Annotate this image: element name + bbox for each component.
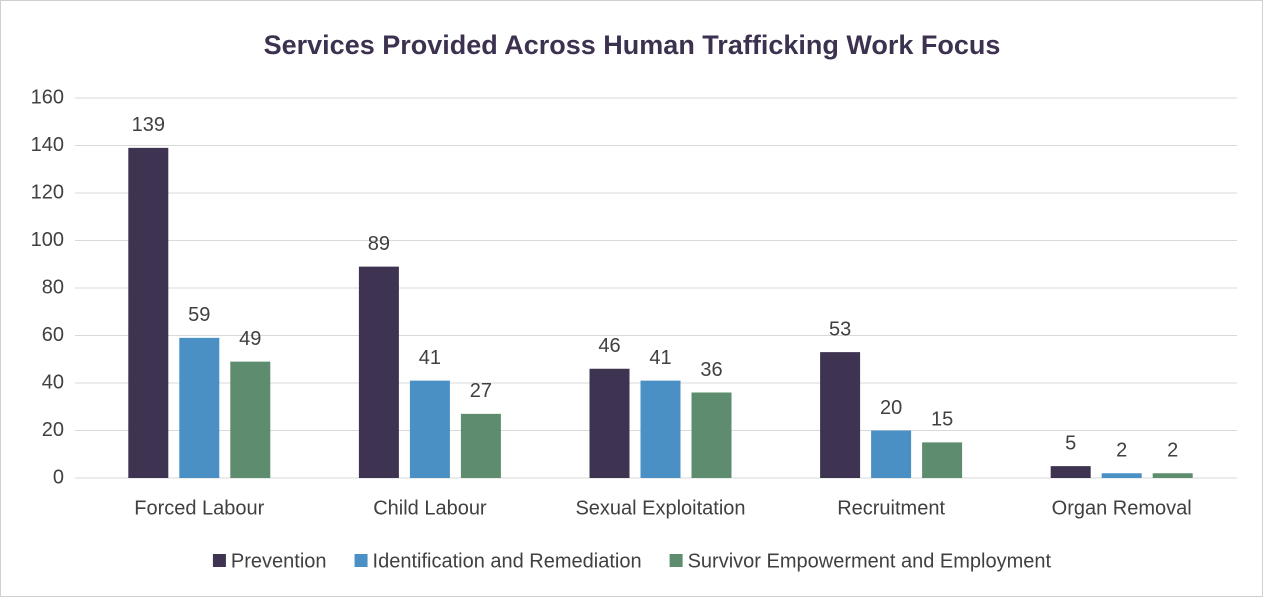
x-tick-label: Organ Removal (1052, 497, 1192, 519)
y-tick-label: 20 (42, 419, 64, 441)
y-tick-label: 60 (42, 324, 64, 346)
legend-label: Identification and Remediation (373, 550, 642, 572)
x-tick-label: Child Labour (373, 497, 487, 519)
bar (871, 430, 912, 478)
data-label: 41 (649, 347, 671, 369)
x-tick-label: Sexual Exploitation (575, 497, 745, 519)
data-label: 41 (419, 347, 441, 369)
bar (128, 147, 169, 478)
x-tick-label: Forced Labour (134, 497, 264, 519)
data-label: 2 (1116, 440, 1127, 462)
bar (460, 413, 501, 478)
y-tick-label: 0 (53, 466, 64, 488)
data-label: 49 (239, 328, 261, 350)
y-tick-label: 160 (31, 86, 64, 108)
legend-label: Prevention (231, 550, 327, 572)
legend-swatch (354, 554, 368, 567)
y-tick-label: 100 (31, 229, 64, 251)
y-tick-label: 140 (31, 134, 64, 156)
bar (358, 266, 399, 478)
data-label: 15 (931, 409, 953, 431)
bar (640, 380, 681, 478)
bar (179, 337, 220, 478)
data-label: 139 (132, 114, 165, 136)
y-tick-label: 40 (42, 371, 64, 393)
chart-title: Services Provided Across Human Trafficki… (264, 30, 1001, 60)
data-label: 46 (598, 335, 620, 357)
data-label: 36 (700, 359, 722, 381)
bar (1050, 466, 1091, 478)
legend-label: Survivor Empowerment and Employment (688, 550, 1052, 572)
bar (922, 442, 963, 478)
data-label: 53 (829, 318, 851, 340)
bar (1152, 473, 1193, 478)
bar (1101, 473, 1142, 478)
legend-swatch (669, 554, 683, 567)
bar (230, 361, 271, 478)
data-label: 27 (470, 380, 492, 402)
y-tick-label: 120 (31, 181, 64, 203)
data-label: 89 (368, 233, 390, 255)
x-tick-label: Recruitment (837, 497, 945, 519)
data-label: 2 (1167, 440, 1178, 462)
y-tick-label: 80 (42, 276, 64, 298)
data-label: 20 (880, 397, 902, 419)
bar (589, 368, 630, 478)
legend-swatch (212, 554, 226, 567)
bar (820, 352, 861, 478)
data-label: 5 (1065, 432, 1076, 454)
bar (409, 380, 450, 478)
bar (691, 392, 732, 478)
data-label: 59 (188, 304, 210, 326)
